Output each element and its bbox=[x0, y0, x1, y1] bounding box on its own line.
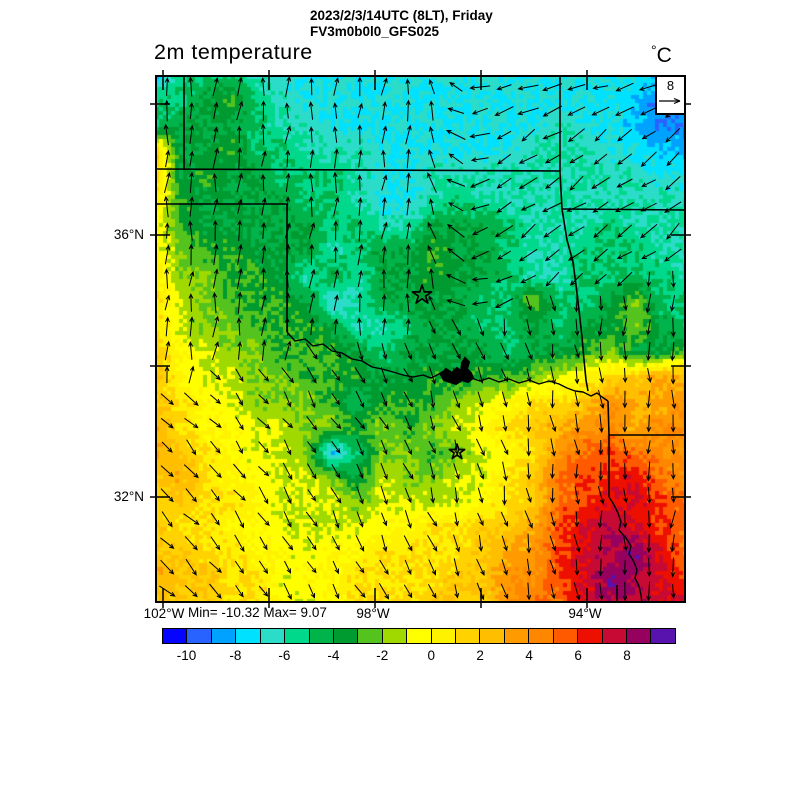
colorbar-segment bbox=[480, 629, 505, 643]
star-marker bbox=[411, 284, 433, 304]
lon-label-102w: 102°W bbox=[143, 606, 185, 621]
colorbar-tick-label: 4 bbox=[525, 648, 533, 663]
state-border-line bbox=[561, 208, 589, 392]
colorbar-segment bbox=[504, 629, 530, 643]
state-border-line bbox=[154, 168, 561, 172]
colorbar-segment bbox=[187, 629, 212, 643]
lat-label-32n: 32°N bbox=[113, 489, 144, 504]
river-border-line bbox=[286, 331, 445, 379]
axis-ticks bbox=[150, 70, 691, 608]
colorbar-tick-label: 2 bbox=[476, 648, 484, 663]
wind-reference-box: 8 bbox=[655, 75, 686, 115]
colorbar-segment bbox=[211, 629, 237, 643]
state-border-line bbox=[561, 208, 687, 211]
colorbar-segment bbox=[602, 629, 628, 643]
units-label: °C bbox=[651, 42, 672, 68]
plot-title-model: FV3m0b0l0_GFS025 bbox=[310, 24, 440, 39]
colorbar-segment bbox=[627, 629, 652, 643]
units-letter: C bbox=[656, 44, 672, 67]
colorbar-segment bbox=[309, 629, 334, 643]
colorbar-segment bbox=[236, 629, 261, 643]
river-lines bbox=[286, 331, 643, 604]
lon-label-94w: 94°W bbox=[568, 606, 602, 621]
colorbar-tick-label: -10 bbox=[176, 648, 197, 663]
colorbar-segment bbox=[529, 629, 554, 643]
lon-label-98w: 98°W bbox=[356, 606, 390, 621]
state-borders bbox=[154, 75, 687, 603]
map-overlay bbox=[150, 70, 691, 608]
minmax-stats: Min= -10.32 Max= 9.07 bbox=[188, 605, 327, 620]
colorbar-segment bbox=[260, 629, 286, 643]
wind-arrows bbox=[159, 75, 682, 602]
colorbar-segment bbox=[285, 629, 310, 643]
map-frame bbox=[155, 75, 686, 603]
wind-reference-arrow-icon bbox=[659, 97, 681, 105]
colorbar-tick-label: -2 bbox=[376, 648, 389, 663]
colorbar-segment bbox=[163, 629, 188, 643]
city-star-markers bbox=[411, 284, 466, 460]
state-border-line bbox=[607, 400, 610, 497]
colorbar-segment bbox=[651, 629, 675, 643]
lake-fill bbox=[439, 356, 475, 386]
colorbar-segment bbox=[456, 629, 481, 643]
lake-texoma-shape bbox=[439, 356, 475, 386]
tick-marks bbox=[150, 70, 691, 608]
lat-label-36n: 36°N bbox=[113, 227, 144, 242]
river-border-line bbox=[608, 496, 643, 604]
degree-symbol: ° bbox=[651, 42, 657, 58]
river-border-line bbox=[470, 377, 609, 402]
star-marker bbox=[448, 443, 466, 460]
colorbar-segment bbox=[358, 629, 383, 643]
wind-reference-value: 8 bbox=[666, 78, 675, 93]
colorbar-segment bbox=[382, 629, 408, 643]
colorbar-tick-label: -6 bbox=[278, 648, 291, 663]
colorbar-tick-label: 8 bbox=[623, 648, 631, 663]
colorbar-tick-label: 6 bbox=[574, 648, 582, 663]
colorbar-tick-label: -8 bbox=[229, 648, 242, 663]
colorbar-tick-label: -4 bbox=[327, 648, 340, 663]
plot-title-datetime: 2023/2/3/14UTC (8LT), Friday bbox=[310, 8, 493, 23]
wind-arrow-glyphs bbox=[159, 75, 682, 602]
colorbar-tick-label: 0 bbox=[427, 648, 435, 663]
colorbar bbox=[162, 628, 676, 644]
colorbar-segment bbox=[407, 629, 432, 643]
colorbar-segment bbox=[333, 629, 359, 643]
colorbar-segment bbox=[431, 629, 457, 643]
colorbar-segment bbox=[553, 629, 579, 643]
field-label: 2m temperature bbox=[154, 40, 313, 64]
colorbar-segment bbox=[578, 629, 603, 643]
